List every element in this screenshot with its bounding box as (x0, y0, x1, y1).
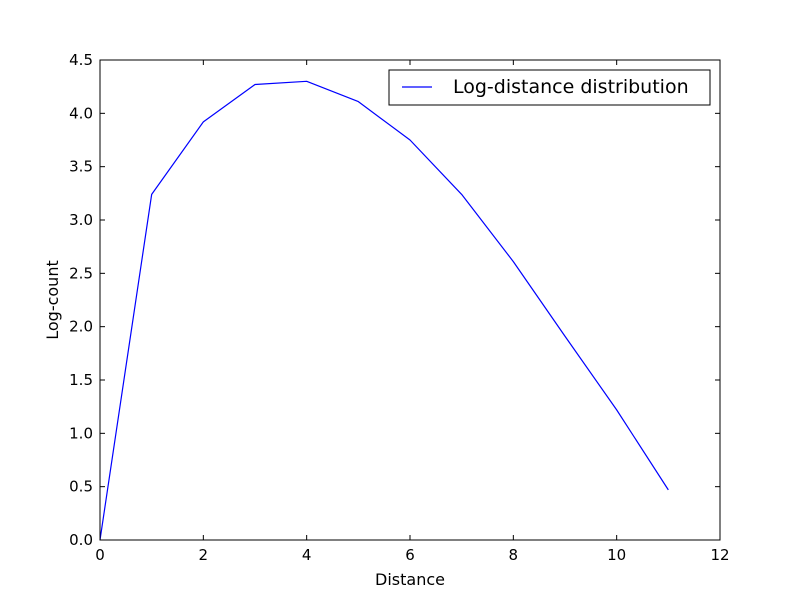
y-tick-label: 3.5 (69, 158, 93, 176)
y-tick-label: 3.0 (69, 211, 93, 229)
y-tick-label: 4.5 (69, 51, 93, 69)
y-tick-label: 2.0 (69, 318, 93, 336)
x-tick-label: 0 (95, 546, 105, 564)
y-tick-label: 2.5 (69, 264, 93, 282)
x-tick-label: 6 (405, 546, 415, 564)
legend-box (388, 69, 711, 106)
series-line (99, 80, 669, 541)
y-tick-label: 1.5 (69, 371, 93, 389)
plot-background (100, 60, 720, 540)
tick-layer: 0 2 4 6 8 10 12 0.0 0.5 1.0 1.5 2.0 2.5 3.0 3.5 4.0 4.5 (69, 51, 729, 564)
x-tick-label: 4 (302, 546, 312, 564)
series-layer (99, 80, 669, 541)
x-tick-label: 10 (607, 546, 626, 564)
y-tick-label: 4.0 (69, 104, 93, 122)
x-tick-label: 8 (509, 546, 519, 564)
plot-frame (99, 59, 721, 541)
y-tick-label: 0.5 (69, 478, 93, 496)
y-tick-label: 1.0 (69, 424, 93, 442)
y-axis-label: Log-count (43, 260, 62, 340)
x-axis-label: Distance (375, 570, 445, 589)
legend: Log-distance distribution (388, 69, 711, 106)
x-tick-label: 12 (710, 546, 729, 564)
legend-label: Log-distance distribution (453, 76, 689, 98)
y-tick-label: 0.0 (69, 531, 93, 549)
x-tick-label: 2 (199, 546, 209, 564)
